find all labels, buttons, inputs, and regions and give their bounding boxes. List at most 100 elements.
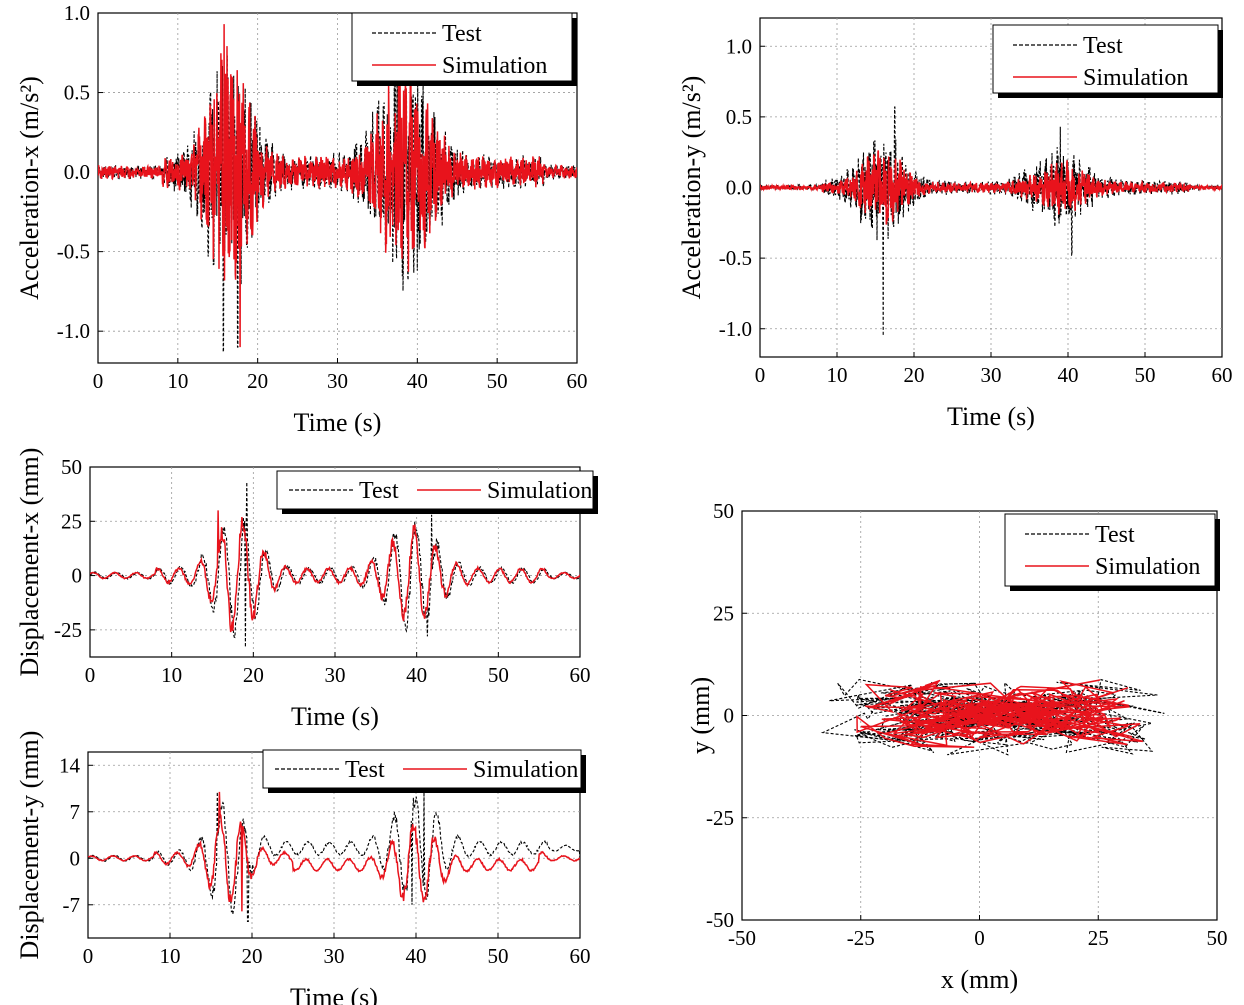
- y-tick-label: -50: [706, 908, 734, 932]
- y-tick-label: -7: [63, 893, 81, 917]
- x-tick-label: -50: [728, 926, 756, 950]
- x-tick-label: 10: [160, 944, 181, 968]
- x-axis-label: Time (s): [290, 983, 378, 1005]
- legend: Test Simulation: [992, 24, 1223, 98]
- x-tick-label: 20: [242, 944, 263, 968]
- x-tick-label: 40: [406, 663, 427, 687]
- y-tick-label: 50: [713, 499, 734, 523]
- series-group: [90, 482, 580, 648]
- x-tick-label: 30: [325, 663, 346, 687]
- x-tick-label: 30: [324, 944, 345, 968]
- legend-label-simulation: Simulation: [442, 53, 547, 79]
- x-tick-label: -25: [847, 926, 875, 950]
- y-tick-label: 1.0: [726, 34, 752, 58]
- legend-label-simulation: Simulation: [473, 757, 578, 783]
- x-tick-label: 0: [974, 926, 985, 950]
- x-tick-label: 50: [487, 369, 508, 393]
- y-tick-label: 1.0: [64, 1, 90, 25]
- x-tick-label: 60: [570, 663, 591, 687]
- x-tick-label: 30: [981, 363, 1002, 387]
- legend: Test Simulation: [351, 12, 577, 86]
- series-group: [760, 106, 1222, 336]
- x-tick-label: 10: [167, 369, 188, 393]
- x-tick-label: 0: [93, 369, 104, 393]
- series-group: [88, 791, 580, 922]
- y-tick-label: 50: [61, 455, 82, 479]
- series-simulation-line: [98, 24, 577, 348]
- x-tick-label: 50: [1135, 363, 1156, 387]
- x-tick-label: 0: [83, 944, 94, 968]
- y-axis-label: Displacement-x (mm): [15, 448, 44, 677]
- y-tick-label: 14: [59, 753, 81, 777]
- y-axis-label: Displacement-y (mm): [15, 731, 44, 960]
- x-tick-label: 40: [1058, 363, 1079, 387]
- y-tick-label: 7: [70, 800, 81, 824]
- x-tick-label: 50: [488, 944, 509, 968]
- y-axis-label: y (mm): [686, 677, 715, 754]
- legend-label-simulation: Simulation: [1083, 65, 1188, 91]
- y-tick-label: 25: [713, 601, 734, 625]
- legend-box: [992, 24, 1219, 94]
- series-simulation-line: [88, 791, 580, 912]
- y-tick-label: 0: [724, 704, 735, 728]
- x-tick-label: 40: [407, 369, 428, 393]
- legend: Test Simulation: [276, 470, 598, 514]
- legend-label-test: Test: [1083, 33, 1123, 59]
- legend-label-simulation: Simulation: [1095, 554, 1200, 580]
- x-axis-label: Time (s): [291, 702, 379, 731]
- legend-label-test: Test: [359, 478, 399, 504]
- series-simulation-line: [90, 510, 580, 633]
- y-tick-label: -25: [706, 806, 734, 830]
- y-axis-label: Acceleration-x (m/s²): [15, 76, 44, 300]
- series-group: [98, 24, 577, 353]
- x-tick-label: 20: [243, 663, 264, 687]
- x-tick-label: 10: [161, 663, 182, 687]
- x-tick-label: 50: [488, 663, 509, 687]
- panel-xy-orbit: -50 -25 0 25 50 50 25 0 -25 -50 x (mm) y (mm) Test Si…: [686, 499, 1228, 994]
- legend-box: [1004, 513, 1216, 587]
- panel-acceleration-y: 0 10 20 30 40 50 60 1.0 0.5 0.0 -0.5 -1.0 Time (s) Ac…: [677, 17, 1233, 431]
- x-axis-label: x (mm): [941, 965, 1018, 994]
- y-tick-label: -0.5: [719, 246, 752, 270]
- y-tick-label: 25: [61, 509, 82, 533]
- x-tick-label: 20: [904, 363, 925, 387]
- legend: Test Simulation: [262, 749, 586, 793]
- x-axis-label: Time (s): [947, 402, 1035, 431]
- y-tick-label: 0.5: [726, 105, 752, 129]
- x-tick-label: 0: [755, 363, 766, 387]
- y-axis-label: Acceleration-y (m/s²): [677, 76, 706, 300]
- y-tick-label: -1.0: [719, 317, 752, 341]
- x-tick-label: 20: [247, 369, 268, 393]
- x-tick-label: 60: [567, 369, 588, 393]
- legend-label-simulation: Simulation: [487, 478, 592, 504]
- x-tick-label: 50: [1207, 926, 1228, 950]
- x-axis-label: Time (s): [294, 408, 382, 437]
- series-group: [820, 678, 1165, 756]
- series-simulation-line: [856, 679, 1144, 749]
- x-tick-label: 0: [85, 663, 96, 687]
- x-tick-label: 60: [1212, 363, 1233, 387]
- x-tick-label: 25: [1088, 926, 1109, 950]
- panel-displacement-y: 0 10 20 30 40 50 60 14 7 0 -7 Time (s) Displacement-…: [15, 731, 591, 1005]
- x-tick-label: 60: [570, 944, 591, 968]
- legend-label-test: Test: [345, 757, 385, 783]
- y-tick-label: 0.5: [64, 81, 90, 105]
- panel-acceleration-x: 0 10 20 30 40 50 60 1.0 0.5 0.0 -0.5 -1.0 Time (s) Ac…: [15, 1, 588, 437]
- y-tick-label: 0: [72, 564, 83, 588]
- y-tick-label: 0: [70, 846, 81, 870]
- series-test-line: [88, 791, 580, 922]
- y-tick-label: -1.0: [57, 319, 90, 343]
- series-simulation-line: [760, 150, 1222, 225]
- x-tick-label: 30: [327, 369, 348, 393]
- legend-box: [351, 12, 573, 82]
- legend-label-test: Test: [442, 21, 482, 47]
- x-tick-label: 10: [827, 363, 848, 387]
- y-tick-label: -25: [54, 618, 82, 642]
- legend: Test Simulation: [1004, 513, 1220, 591]
- y-tick-label: 0.0: [64, 160, 90, 184]
- legend-label-test: Test: [1095, 522, 1135, 548]
- x-tick-label: 40: [406, 944, 427, 968]
- y-tick-label: 0.0: [726, 176, 752, 200]
